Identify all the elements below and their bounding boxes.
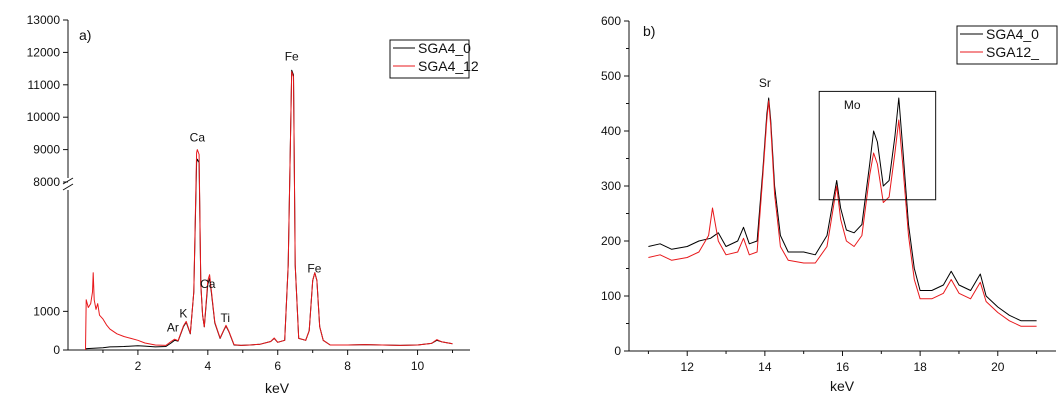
y-tick-label-a: 0 bbox=[53, 343, 60, 357]
x-tick-label-b: 18 bbox=[913, 360, 927, 374]
y-tick-label-a: 1000 bbox=[33, 304, 60, 318]
legend-box bbox=[389, 39, 470, 79]
series-line-sga12- bbox=[648, 100, 1037, 327]
y-tick-label-a: 12000 bbox=[27, 45, 61, 59]
y-tick-label-a: 13000 bbox=[27, 13, 61, 27]
legend-b: SGA4_0 SGA12_ bbox=[956, 25, 1058, 65]
panel-label-a: a) bbox=[79, 27, 91, 43]
peak-label: Ti bbox=[221, 311, 231, 325]
chart-panel-a: a) keV 2 4 6 8 10 0 1000 8000 9000 10000 11000 1200… bbox=[27, 13, 479, 396]
peak-label: Fe bbox=[285, 50, 299, 64]
x-tick-label-a: 10 bbox=[411, 359, 425, 373]
x-tick-label-a: 6 bbox=[274, 359, 281, 373]
x-tick-label-b: 12 bbox=[681, 360, 695, 374]
legend-entry: SGA4_0 bbox=[418, 40, 471, 56]
x-tick-label-a: 2 bbox=[135, 359, 142, 373]
peak-label: Mo bbox=[844, 98, 861, 112]
x-axis-label-b: keV bbox=[830, 378, 855, 394]
peak-label: Ca bbox=[190, 131, 206, 145]
peak-label: Ca bbox=[200, 277, 216, 291]
peak-label: Fe bbox=[307, 262, 321, 276]
y-tick-label-a: 8000 bbox=[33, 175, 60, 189]
y-tick-label-b: 600 bbox=[601, 14, 621, 28]
x-tick-label-a: 4 bbox=[204, 359, 211, 373]
x-tick-label-b: 20 bbox=[991, 360, 1005, 374]
x-tick-label-a: 8 bbox=[344, 359, 351, 373]
legend-entry: SGA4_12 bbox=[418, 58, 479, 74]
y-tick-label-b: 500 bbox=[601, 69, 621, 83]
y-tick-label-a: 11000 bbox=[28, 78, 61, 92]
y-tick-label-b: 400 bbox=[601, 124, 621, 138]
y-tick-label-b: 100 bbox=[601, 289, 621, 303]
y-tick-label-a: 9000 bbox=[33, 143, 60, 157]
peak-label: Ar bbox=[167, 320, 179, 334]
axis-break-mark bbox=[62, 177, 74, 185]
legend-entry: SGA12_ bbox=[986, 44, 1039, 60]
x-tick-label-b: 14 bbox=[758, 360, 772, 374]
legend-a: SGA4_0 SGA4_12 bbox=[389, 39, 479, 79]
peak-label: Sr bbox=[759, 76, 771, 90]
y-tick-label-b: 0 bbox=[614, 344, 621, 358]
x-axis-label-a: keV bbox=[265, 380, 290, 396]
series-line-sga4-0 bbox=[648, 97, 1037, 322]
y-tick-label-a: 10000 bbox=[27, 110, 61, 124]
y-tick-label-b: 300 bbox=[601, 179, 621, 193]
peak-label: K bbox=[179, 307, 187, 321]
panel-label-b: b) bbox=[643, 23, 655, 39]
chart-panel-b: b) keV 12 14 16 18 200100200300400500600SrMo… bbox=[601, 14, 1058, 394]
series-line-sga4-12 bbox=[85, 71, 453, 351]
legend-entry: SGA4_0 bbox=[986, 26, 1039, 42]
series-line-sga4-0 bbox=[85, 69, 453, 350]
axis-break-mark bbox=[62, 183, 74, 191]
y-tick-label-b: 200 bbox=[601, 234, 621, 248]
mo-region-box bbox=[818, 90, 937, 201]
x-tick-label-b: 16 bbox=[836, 360, 850, 374]
legend-box bbox=[956, 25, 1058, 65]
